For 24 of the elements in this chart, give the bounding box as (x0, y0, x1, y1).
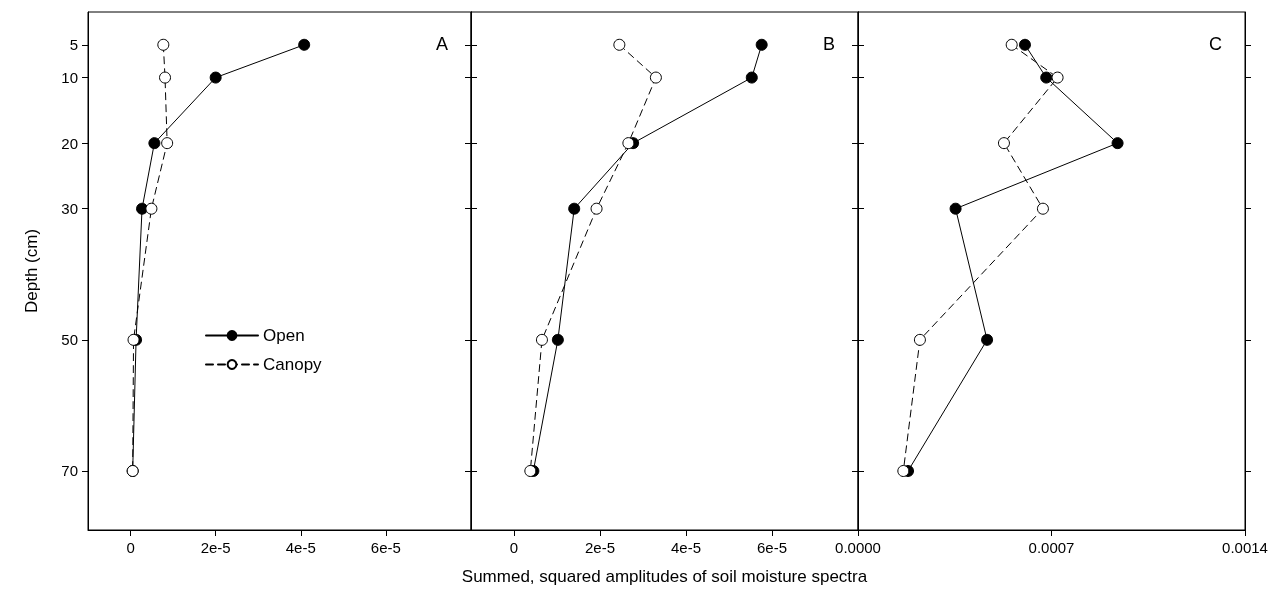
legend-label: Open (263, 326, 305, 345)
legend-label: Canopy (263, 355, 323, 374)
x-tick-label: 4e-5 (670, 539, 702, 556)
x-tick-label: 0.0007 (1028, 539, 1075, 556)
y-tick-label: 5 (69, 36, 78, 54)
y-axis-title: Depth (cm) (22, 228, 41, 314)
y-tick-label: 50 (61, 331, 78, 349)
x-tick-label: 6e-5 (370, 539, 401, 556)
x-tick-label: 0.0000 (835, 539, 881, 556)
y-tick-label: 70 (61, 462, 78, 480)
y-tick-label: 20 (61, 134, 78, 152)
x-tick-label: 2e-5 (200, 539, 231, 556)
x-tick-label: 2e-5 (584, 539, 616, 556)
x-tick-label: 0 (509, 539, 519, 556)
x-tick-label: 4e-5 (285, 539, 316, 556)
text: C (1209, 34, 1222, 54)
y-tick-label: 10 (61, 69, 78, 87)
x-tick-label: 0.0014 (1222, 539, 1268, 556)
text: B (822, 34, 836, 54)
x-tick-label: 0 (126, 539, 135, 556)
x-axis-title: Summed, squared amplitudes of soil moisture spectra (461, 567, 868, 586)
x-tick-label: 6e-5 (756, 539, 788, 556)
y-tick-label: 30 (61, 200, 78, 218)
text: A (435, 34, 449, 54)
